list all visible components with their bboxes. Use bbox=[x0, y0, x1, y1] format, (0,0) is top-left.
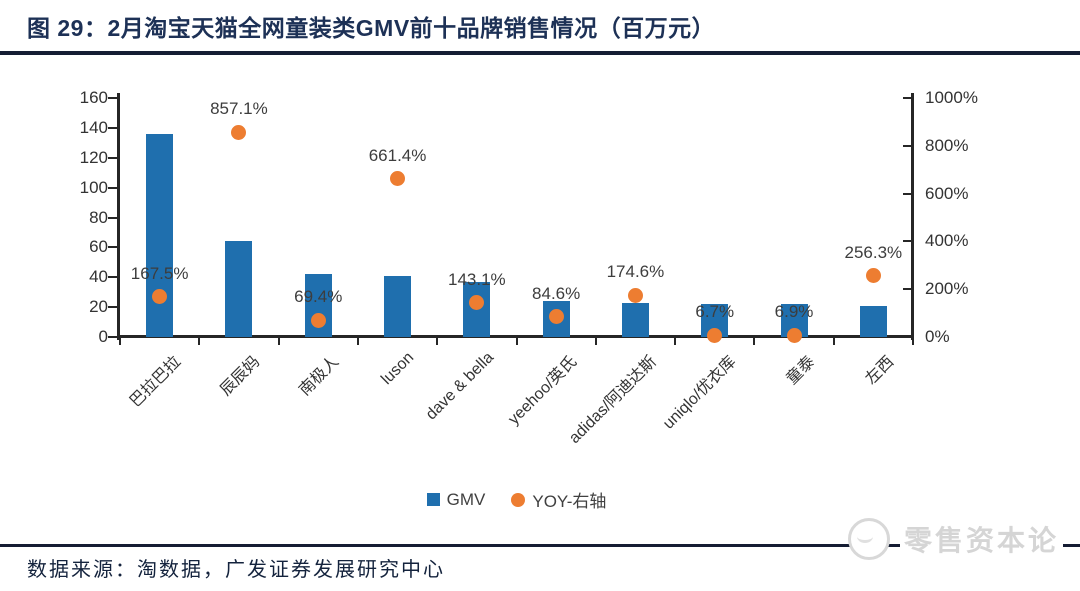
x-category-label: uniqlo/优衣库 bbox=[659, 353, 740, 433]
y-axis-left-tick-label: 120 bbox=[79, 147, 108, 167]
gmv-bar-swatch-icon bbox=[426, 493, 440, 506]
y-axis-right-tick bbox=[903, 192, 913, 195]
yoy-value-label: 661.4% bbox=[368, 145, 427, 165]
yoy-value-label: 69.4% bbox=[294, 287, 343, 307]
yoy-dot bbox=[152, 289, 168, 305]
x-axis-tick bbox=[436, 337, 439, 345]
x-axis-tick bbox=[277, 337, 280, 345]
y-axis-right-tick bbox=[903, 97, 913, 99]
yoy-dot bbox=[469, 295, 485, 311]
yoy-value-label: 256.3% bbox=[844, 242, 903, 262]
x-category-label: 南极人 bbox=[296, 353, 343, 400]
y-axis-left bbox=[117, 93, 120, 340]
y-axis-left-tick bbox=[108, 306, 118, 309]
y-axis-left-tick-label: 80 bbox=[89, 207, 108, 227]
watermark-text: 零售资本论 bbox=[900, 519, 1064, 559]
title-divider bbox=[0, 51, 1080, 55]
gmv-bar bbox=[225, 241, 253, 337]
x-axis-tick bbox=[356, 337, 359, 345]
y-axis-left-tick-label: 20 bbox=[89, 297, 108, 317]
yoy-dot bbox=[786, 327, 802, 343]
y-axis-left-tick bbox=[108, 276, 118, 279]
yoy-dot bbox=[548, 309, 564, 325]
legend-label-yoy: YOY-右轴 bbox=[532, 492, 607, 511]
x-category-label: 左西 bbox=[862, 353, 898, 388]
x-axis-tick bbox=[753, 337, 756, 345]
y-axis-left-tick-label: 100 bbox=[79, 177, 108, 197]
yoy-value-label: 6.7% bbox=[695, 302, 735, 322]
x-axis-tick bbox=[594, 337, 597, 345]
x-category-label: 童泰 bbox=[783, 353, 819, 388]
y-axis-right-tick-label: 1000% bbox=[925, 88, 978, 107]
figure-title: 图 29：2月淘宝天猫全网童装类GMV前十品牌销售情况（百万元） bbox=[27, 15, 716, 41]
y-axis-left-tick bbox=[108, 186, 118, 189]
x-axis-tick bbox=[198, 337, 201, 345]
yoy-value-label: 143.1% bbox=[448, 269, 506, 289]
y-axis-right-tick-label: 600% bbox=[925, 183, 969, 203]
yoy-dot bbox=[310, 312, 326, 328]
x-axis-tick bbox=[119, 337, 121, 345]
bottom-divider bbox=[0, 544, 1080, 547]
yoy-dot bbox=[390, 171, 406, 187]
y-axis-right-tick-label: 200% bbox=[925, 279, 969, 299]
y-axis-left-tick-label: 60 bbox=[89, 237, 108, 257]
yoy-value-label: 84.6% bbox=[532, 283, 581, 303]
y-axis-right-tick bbox=[903, 336, 913, 338]
chart-legend: GMV YOY-右轴 bbox=[120, 487, 913, 512]
watermark-logo-icon bbox=[848, 518, 890, 560]
y-axis-left-tick-label: 0 bbox=[98, 327, 108, 346]
x-axis-tick bbox=[912, 337, 914, 345]
y-axis-left-tick-label: 40 bbox=[89, 267, 108, 287]
yoy-value-label: 857.1% bbox=[210, 99, 268, 119]
x-axis-tick bbox=[515, 337, 518, 345]
x-category-label: 巴拉巴拉 bbox=[126, 353, 184, 411]
x-category-label: yeehoo/英氏 bbox=[505, 353, 581, 429]
y-axis-right-tick-label: 0% bbox=[925, 327, 950, 346]
y-axis-right-tick bbox=[903, 144, 913, 147]
x-category-label: dave & bella bbox=[422, 349, 497, 424]
x-category-label: 辰辰妈 bbox=[217, 353, 264, 400]
legend-label-gmv: GMV bbox=[446, 489, 486, 509]
yoy-dot bbox=[231, 124, 247, 140]
y-axis-left-tick bbox=[108, 216, 118, 219]
gmv-bar bbox=[384, 275, 412, 337]
x-axis-tick bbox=[832, 337, 835, 345]
yoy-dot bbox=[865, 268, 881, 284]
gmv-bar bbox=[621, 302, 649, 337]
yoy-dot bbox=[627, 287, 643, 303]
y-axis-left-tick bbox=[108, 97, 118, 99]
y-axis-left-tick bbox=[108, 126, 118, 129]
x-category-label: luson bbox=[378, 349, 418, 389]
x-axis-tick bbox=[674, 337, 677, 345]
y-axis-right-tick bbox=[903, 288, 913, 291]
source-note: 数据来源：淘数据，广发证券发展研究中心 bbox=[27, 559, 445, 581]
y-axis-left-tick-label: 160 bbox=[79, 88, 108, 107]
legend-item-yoy: YOY-右轴 bbox=[511, 487, 606, 512]
legend-item-gmv: GMV bbox=[426, 489, 486, 510]
y-axis-right-tick-label: 400% bbox=[925, 231, 969, 251]
x-axis bbox=[117, 335, 914, 338]
y-axis-right-tick bbox=[903, 240, 913, 243]
watermark: 零售资本论 bbox=[848, 518, 1064, 560]
y-axis-right bbox=[911, 93, 914, 340]
gmv-bar bbox=[146, 133, 174, 337]
yoy-value-label: 167.5% bbox=[130, 263, 189, 283]
y-axis-left-tick-label: 140 bbox=[79, 117, 108, 137]
y-axis-left-tick bbox=[108, 336, 118, 338]
yoy-dot-swatch-icon bbox=[511, 492, 526, 507]
yoy-value-label: 6.9% bbox=[774, 302, 814, 322]
y-axis-left-tick bbox=[108, 246, 118, 249]
yoy-value-label: 174.6% bbox=[606, 262, 665, 282]
gmv-bar bbox=[859, 305, 887, 337]
yoy-dot bbox=[707, 327, 723, 343]
y-axis-right-tick-label: 800% bbox=[925, 135, 969, 155]
y-axis-left-tick bbox=[108, 156, 118, 159]
